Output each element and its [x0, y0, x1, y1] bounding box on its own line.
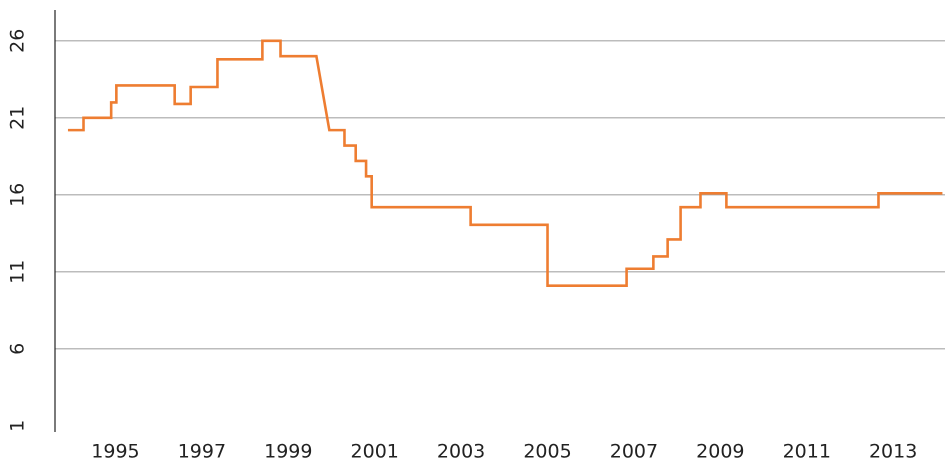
x-tick-label: 1997: [178, 441, 226, 463]
x-tick-label: 1995: [91, 441, 139, 463]
x-tick-label: 2003: [437, 441, 485, 463]
y-tick-label: 6: [7, 343, 29, 355]
x-tick-label: 2001: [351, 441, 399, 463]
y-tick-label: 21: [7, 106, 29, 130]
x-tick-label: 2005: [523, 441, 571, 463]
x-tick-label: 1999: [264, 441, 312, 463]
y-tick-label: 11: [7, 260, 29, 284]
y-tick-label: 1: [7, 420, 29, 432]
y-tick-label: 16: [7, 183, 29, 207]
x-tick-label: 2007: [610, 441, 658, 463]
x-tick-label: 2011: [783, 441, 831, 463]
y-tick-label: 26: [7, 29, 29, 53]
x-tick-label: 2009: [696, 441, 744, 463]
x-tick-label: 2013: [869, 441, 917, 463]
data-line: [67, 39, 943, 287]
